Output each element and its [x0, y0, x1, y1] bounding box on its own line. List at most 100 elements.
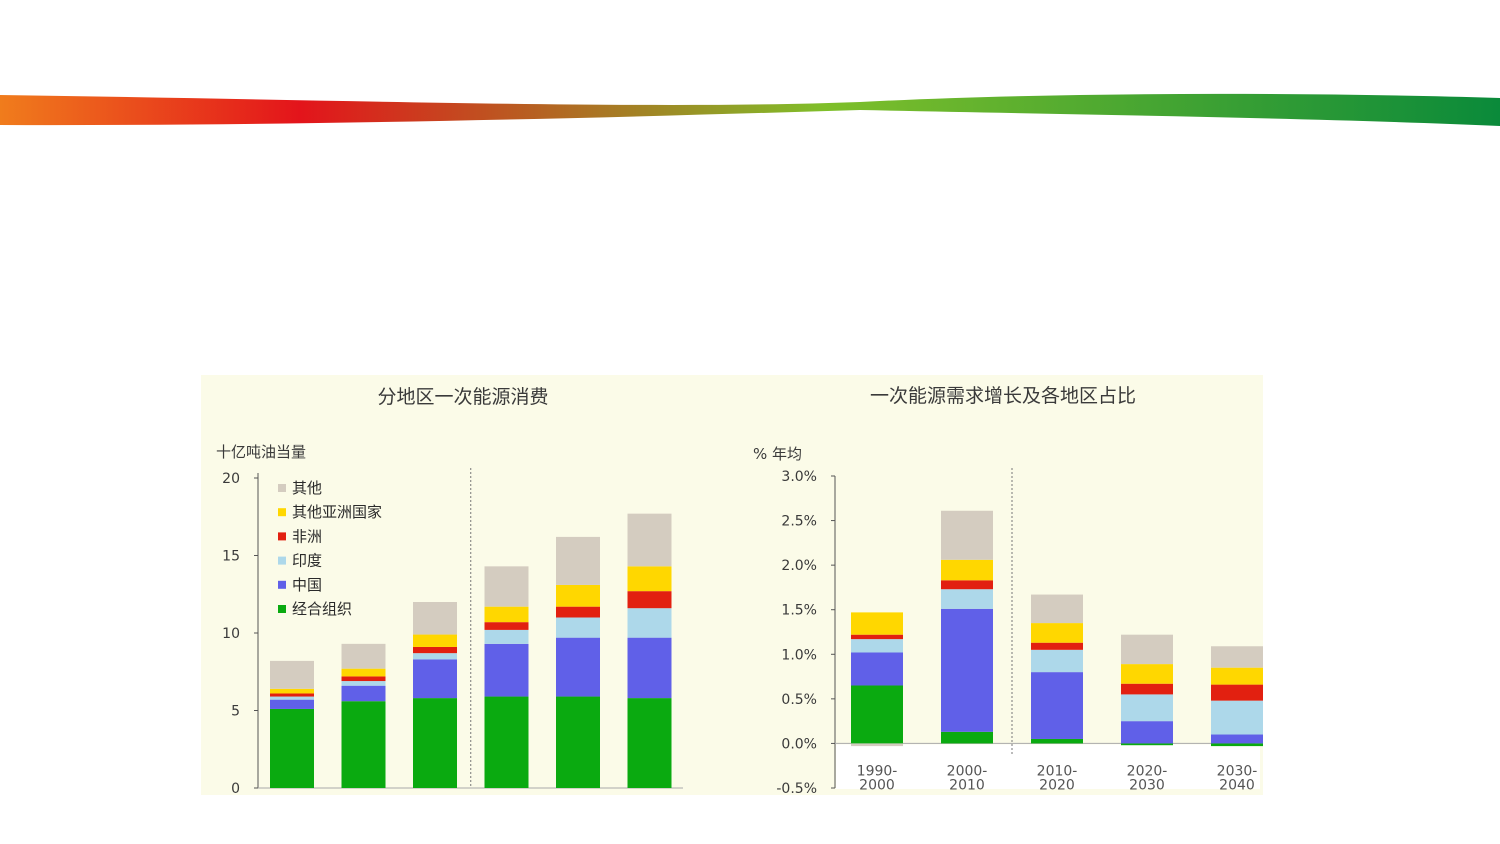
chart-left-title: 分地区一次能源消费 [377, 386, 548, 408]
chart-right-x-tick-label: 2030-2040 [1217, 763, 1258, 793]
chart-left-y-tick-label: 10 [222, 626, 240, 642]
bar-segment-经合组织-2040 [627, 698, 672, 788]
legend-label-印度: 印度 [292, 552, 322, 570]
chart-right: 一次能源需求增长及各地区占比 % 年均 -0.5% 0.0% 0.5% 1.0% 1.5… [753, 385, 1263, 795]
bar-segment-经合组织-2010-2020 [1031, 738, 1083, 744]
bar-segment-经合组织-1990-2000 [851, 685, 903, 744]
bar-segment-经合组织-2000-2010 [941, 731, 993, 744]
bar-segment-其他-2040 [627, 513, 672, 567]
bar-segment-其他亚洲国家-2020 [484, 606, 529, 623]
bar-segment-非洲-2030 [556, 606, 600, 618]
chart-left-y-tick-label: 20 [222, 471, 240, 487]
chart-left-y-tick-label: 5 [231, 704, 240, 720]
chart-left-y-ticks: 0 5 10 15 20 [222, 471, 240, 795]
legend-label-其他亚洲国家: 其他亚洲国家 [292, 503, 382, 521]
bar-segment-其他亚洲国家-1990-2000 [851, 612, 903, 635]
chart-left-ylabel: 十亿吨油当量 [216, 443, 306, 461]
bar-segment-其他-2000-2010 [941, 510, 993, 560]
legend-label-中国: 中国 [292, 576, 322, 594]
bar-segment-其他-2010-2020 [1031, 594, 1083, 624]
chart-right-x-axis-band [836, 744, 1260, 789]
chart-right-y-tick-label: 2.5% [781, 514, 817, 530]
bar-segment-印度-2030 [556, 617, 600, 638]
chart-right-x-tick-label: 1990-2000 [857, 763, 898, 793]
bar-segment-中国-2030 [556, 637, 600, 697]
chart-left-axes [254, 468, 683, 789]
chart-right-x-tick-label: 2020-2030 [1127, 763, 1168, 793]
bar-segment-其他亚洲国家-2030-2040 [1211, 667, 1263, 685]
bar-segment-印度-2000 [341, 681, 386, 686]
bar-segment-印度-2030-2040 [1211, 700, 1263, 735]
chart-left-bars [270, 513, 672, 788]
chart-right-y-tick-label: 1.5% [781, 603, 817, 619]
chart-right-y-ticks: -0.5% 0.0% 0.5% 1.0% 1.5% 2.0% 2.5% 3.0% [776, 469, 817, 795]
header-banner-stripe [0, 93, 1500, 126]
bar-segment-中国-1990 [270, 699, 314, 709]
bar-segment-其他亚洲国家-2010-2020 [1031, 623, 1083, 643]
legend-swatch-印度 [278, 556, 286, 565]
chart-left-y-tick-label: 15 [222, 549, 240, 565]
legend-swatch-其他 [278, 484, 286, 492]
chart-right-y-tick-label: -0.5% [776, 781, 817, 795]
bar-segment-印度-2000-2010 [941, 589, 993, 609]
bar-segment-经合组织-2020 [484, 696, 529, 788]
bar-segment-经合组织-1990 [270, 708, 314, 788]
bar-segment-非洲-2010-2020 [1031, 642, 1083, 650]
legend-label-经合组织: 经合组织 [292, 600, 352, 618]
bar-segment-中国-2010-2020 [1031, 672, 1083, 739]
bar-segment-其他-1990-2000 [851, 743, 903, 747]
bar-segment-其他亚洲国家-2000 [341, 668, 386, 677]
bar-segment-其他亚洲国家-2040 [627, 566, 672, 592]
bar-segment-其他亚洲国家-2030 [556, 584, 600, 607]
bar-segment-经合组织-2020-2030 [1121, 743, 1173, 746]
bar-segment-其他-2030-2040 [1211, 646, 1263, 668]
bar-segment-非洲-2010 [413, 646, 457, 654]
legend-swatch-非洲 [278, 532, 286, 541]
bar-segment-非洲-2030-2040 [1211, 684, 1263, 701]
chart-right-title: 一次能源需求增长及各地区占比 [870, 385, 1136, 407]
chart-right-y-tick-label: 1.0% [781, 647, 817, 663]
legend-swatch-经合组织 [278, 605, 286, 613]
legend-label-其他: 其他 [292, 479, 322, 497]
bar-segment-非洲-1990-2000 [851, 634, 903, 640]
bar-segment-印度-2010 [413, 653, 457, 660]
bar-segment-其他亚洲国家-1990 [270, 688, 314, 694]
chart-right-x-tick-label: 2000-2010 [947, 763, 988, 793]
bar-segment-中国-2020 [484, 643, 529, 697]
chart-left-y-tick-label: 0 [231, 781, 240, 795]
bar-segment-中国-1990-2000 [851, 652, 903, 686]
bar-segment-印度-2040 [627, 608, 672, 638]
bar-segment-印度-2020 [484, 629, 529, 644]
chart-right-ylabel: % 年均 [753, 445, 802, 463]
bar-segment-非洲-2000-2010 [941, 580, 993, 590]
chart-right-y-tick-label: 0.5% [781, 692, 817, 708]
bar-segment-非洲-2040 [627, 591, 672, 609]
bar-segment-中国-2020-2030 [1121, 721, 1173, 744]
bar-segment-其他亚洲国家-2000-2010 [941, 559, 993, 581]
bar-segment-非洲-2020 [484, 622, 529, 630]
bar-segment-中国-2030-2040 [1211, 734, 1263, 744]
bar-segment-印度-1990-2000 [851, 639, 903, 653]
bar-segment-非洲-2020-2030 [1121, 683, 1173, 695]
legend-swatch-其他亚洲国家 [278, 508, 286, 517]
bar-segment-中国-2000-2010 [941, 608, 993, 732]
legend-label-非洲: 非洲 [292, 527, 322, 545]
bar-segment-中国-2010 [413, 659, 457, 699]
bar-segment-中国-2000 [341, 685, 386, 702]
chart-right-y-tick-label: 3.0% [781, 469, 817, 485]
bar-segment-经合组织-2030-2040 [1211, 743, 1263, 747]
bar-segment-其他-2020 [484, 566, 529, 607]
chart-right-bars [851, 510, 1263, 747]
bar-segment-其他-1990 [270, 660, 314, 689]
bar-segment-其他-2000 [341, 643, 386, 669]
legend-swatch-中国 [278, 580, 286, 589]
bar-segment-印度-1990 [270, 696, 314, 700]
bar-segment-经合组织-2000 [341, 701, 386, 788]
bar-segment-印度-2010-2020 [1031, 649, 1083, 673]
bar-segment-非洲-2000 [341, 676, 386, 682]
bar-segment-非洲-1990 [270, 693, 314, 697]
bar-segment-经合组织-2030 [556, 696, 600, 788]
